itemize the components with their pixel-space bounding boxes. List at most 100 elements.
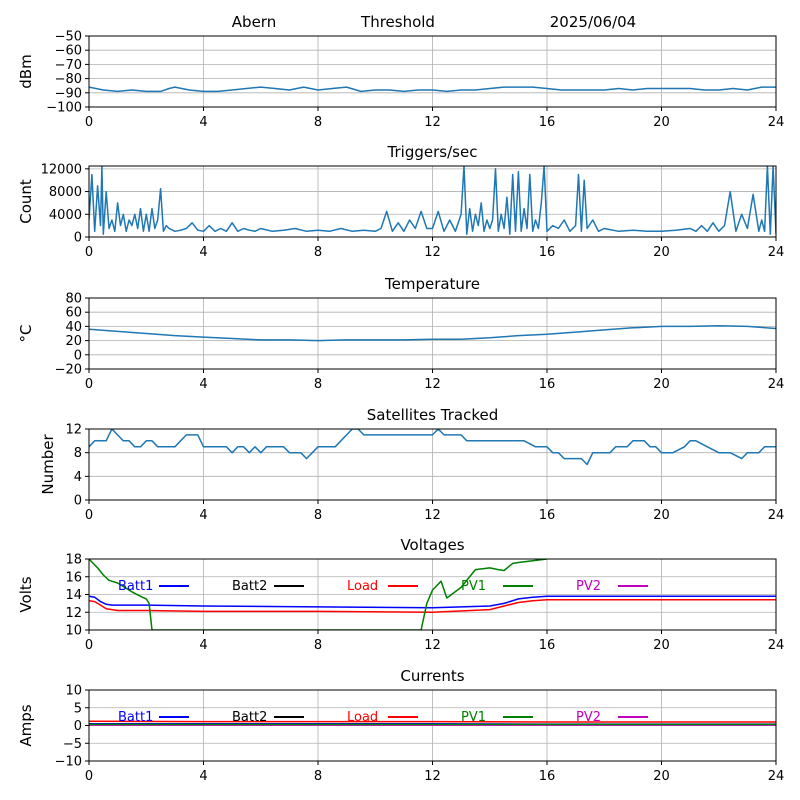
legend-label-batt2: Batt2 [232,579,267,594]
y-tick-label: 12000 [41,162,82,177]
panel-2: 0 4 8 12 16 20 24 0 4000 8000 12000 Triggers/sec Cou… [17,143,784,260]
y-tick-label: 60 [65,306,82,321]
series-line-data [89,324,776,342]
x-tick-label: 16 [539,769,556,784]
panel-title: Temperature [384,275,480,293]
series-line-data [89,86,776,93]
y-tick-label: 12 [65,606,82,621]
panel-6: 0 4 8 12 16 20 24 −10 −5 0 5 10 Currents Amps Batt1 Bat… [17,667,784,784]
x-tick-label: 16 [539,115,556,130]
panel-4: 0 4 8 12 16 20 24 0 4 8 12 Satellites Tracked Number [39,406,784,523]
x-tick-label: 24 [768,508,785,523]
y-tick-label: 12 [65,423,82,438]
y-tick-label: 0 [74,494,82,509]
x-tick-label: 12 [424,377,441,392]
x-tick-label: 8 [314,508,322,523]
x-tick-label: 24 [768,245,785,260]
y-axis-label: dBm [17,54,35,88]
y-tick-label: −100 [46,101,82,116]
legend-label-pv2: PV2 [576,710,601,725]
y-tick-label: 4 [74,470,82,485]
x-tick-label: 0 [85,769,93,784]
header-mode: Threshold [360,13,435,31]
y-tick-label: 16 [65,570,82,585]
x-tick-label: 16 [539,245,556,260]
x-tick-label: 0 [85,638,93,653]
series-line-load [89,599,776,614]
y-axis-label: Amps [17,704,35,746]
x-tick-label: 20 [653,115,670,130]
x-tick-label: 24 [768,377,785,392]
x-tick-label: 0 [85,245,93,260]
legend-label-pv1: PV1 [461,710,486,725]
y-tick-label: −5 [63,737,82,752]
legend-label-batt2: Batt2 [232,710,267,725]
x-tick-label: 8 [314,245,322,260]
x-tick-label: 12 [424,245,441,260]
legend-label-load: Load [347,579,378,594]
legend-label-batt1: Batt1 [118,579,153,594]
panel-title: Satellites Tracked [367,406,498,424]
panel-5: 0 4 8 12 16 20 24 10 12 14 16 18 Voltages Volts Batt1 B… [17,536,784,653]
panel-title: Currents [400,667,464,685]
series-line-load [89,720,776,723]
y-tick-label: 80 [65,292,82,307]
y-tick-label: −70 [55,58,82,73]
y-tick-label: 4000 [49,208,82,223]
y-tick-label: 5 [74,701,82,716]
series-line-batt1 [89,595,776,609]
x-tick-label: 8 [314,115,322,130]
x-tick-label: 0 [85,377,93,392]
x-tick-label: 12 [424,769,441,784]
x-tick-label: 8 [314,769,322,784]
x-tick-label: 12 [424,638,441,653]
legend-label-pv2: PV2 [576,579,601,594]
x-tick-label: 4 [199,377,207,392]
x-tick-label: 20 [653,508,670,523]
x-tick-label: 16 [539,508,556,523]
x-tick-label: 24 [768,638,785,653]
y-axis-label: Count [17,179,35,224]
y-tick-label: 40 [65,320,82,335]
x-tick-label: 20 [653,245,670,260]
x-tick-label: 4 [199,115,207,130]
y-tick-label: 14 [65,588,82,603]
panel-title: Triggers/sec [387,143,478,161]
y-tick-label: 0 [74,231,82,246]
y-tick-label: 10 [65,624,82,639]
x-tick-label: 24 [768,769,785,784]
panel-1: 0 4 8 12 16 20 24 −100−90−80−70−60−50 dBm [17,30,784,131]
y-tick-label: −10 [55,755,82,770]
x-tick-label: 16 [539,377,556,392]
y-tick-label: −50 [55,30,82,45]
x-tick-label: 4 [199,638,207,653]
y-tick-label: −90 [55,86,82,101]
y-tick-label: 10 [65,684,82,699]
x-tick-label: 8 [314,377,322,392]
y-axis-label: Volts [17,576,35,612]
series-line-data [89,166,776,235]
y-axis-label: °C [17,325,35,343]
x-tick-label: 20 [653,638,670,653]
y-tick-label: 20 [65,334,82,349]
x-tick-label: 4 [199,769,207,784]
legend-label-batt1: Batt1 [118,710,153,725]
x-tick-label: 12 [424,115,441,130]
x-tick-label: 0 [85,115,93,130]
y-tick-label: −20 [55,363,82,378]
series-line-data [89,429,776,466]
x-tick-label: 16 [539,638,556,653]
panel-title: Voltages [400,536,464,554]
y-tick-label: 18 [65,553,82,568]
x-tick-label: 24 [768,115,785,130]
y-tick-label: 0 [74,348,82,363]
y-tick-label: −80 [55,72,82,87]
y-tick-label: −60 [55,44,82,59]
y-tick-label: 8 [74,446,82,461]
x-tick-label: 4 [199,245,207,260]
header-date: 2025/06/04 [550,13,636,31]
legend-label-pv1: PV1 [461,579,486,594]
x-tick-label: 0 [85,508,93,523]
